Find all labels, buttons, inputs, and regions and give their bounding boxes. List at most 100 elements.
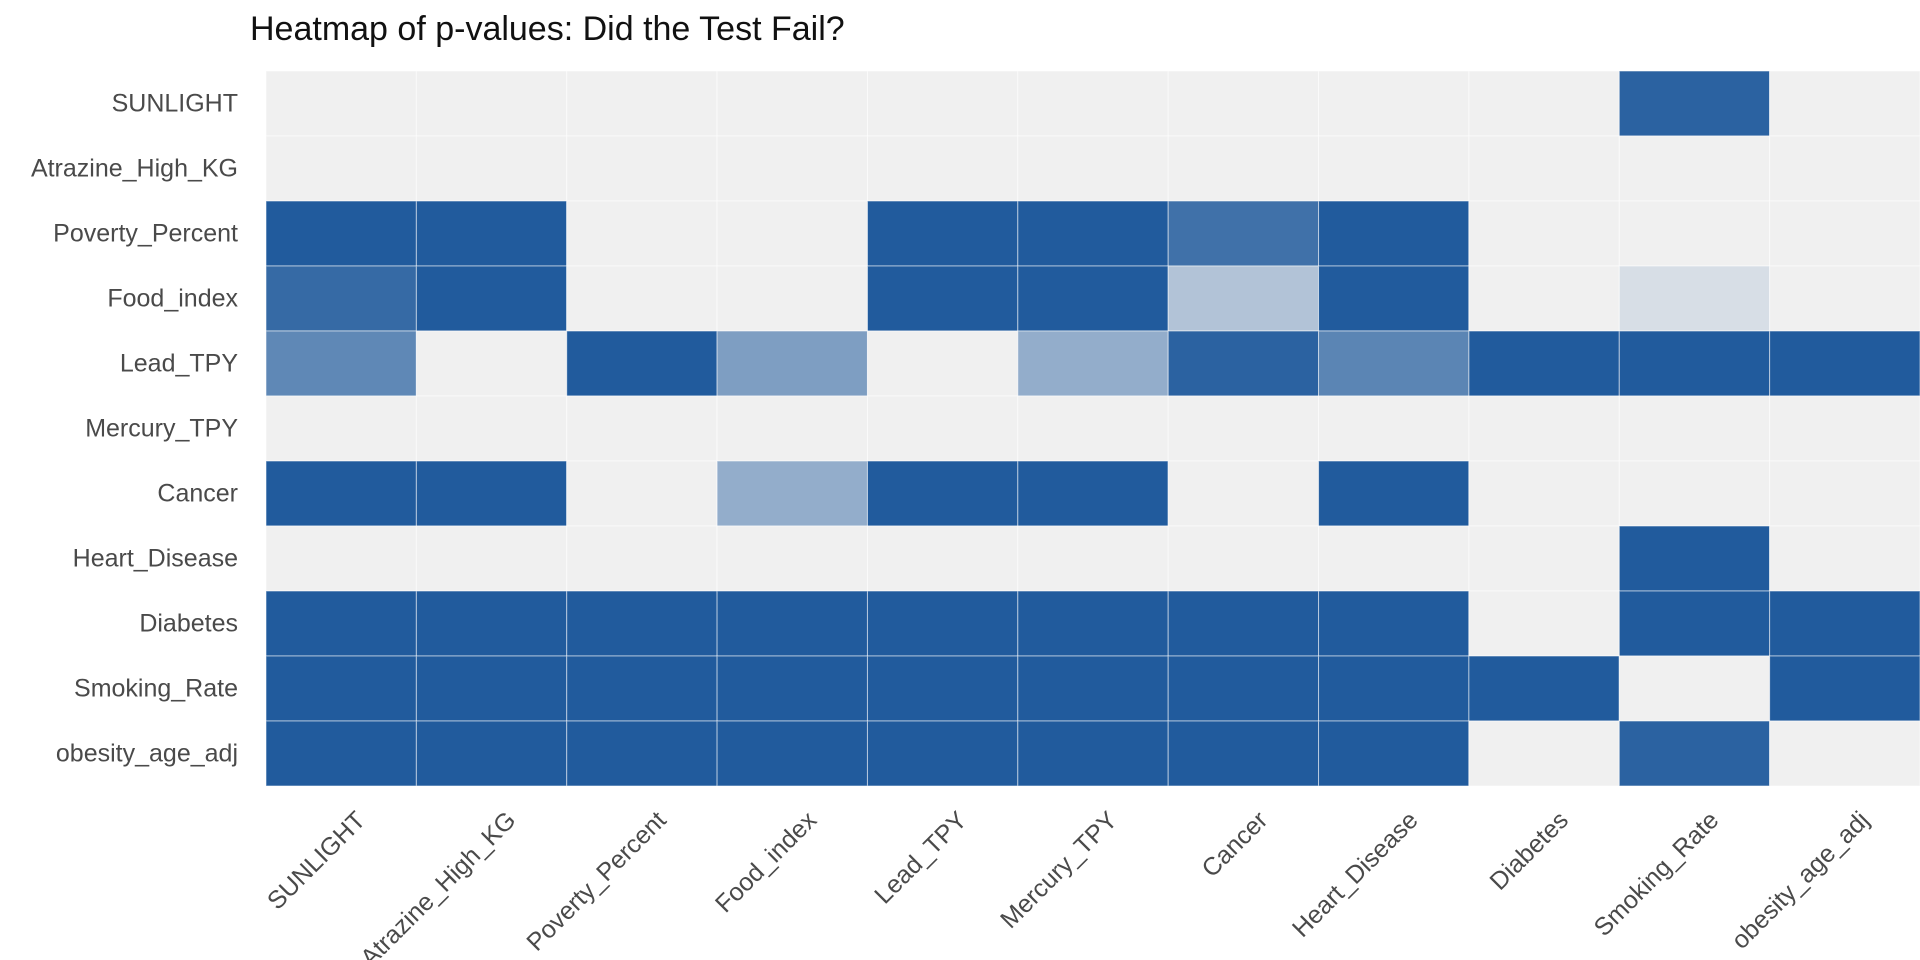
heatmap-cell-mercury-tpy-food-index (716, 395, 868, 462)
heatmap-cell-heart-disease-sunlight (265, 525, 417, 592)
x-tick-label-lead-tpy: Lead_TPY (869, 806, 973, 910)
heatmap-cell-poverty-percent-heart-disease (1318, 200, 1470, 267)
heatmap-cell-heart-disease-diabetes (1468, 525, 1620, 592)
heatmap-cell-smoking-rate-smoking-rate (1618, 655, 1771, 722)
heatmap-cell-smoking-rate-lead-tpy (866, 655, 1019, 722)
y-tick-label-food-index: Food_index (107, 285, 238, 313)
heatmap-cell-diabetes-obesity-age-adj (1769, 590, 1920, 657)
heatmap-cell-lead-tpy-lead-tpy (866, 330, 1019, 397)
heatmap-cell-poverty-percent-sunlight (265, 200, 417, 267)
heatmap-cell-lead-tpy-diabetes (1468, 330, 1620, 397)
y-tick-label-obesity-age-adj: obesity_age_adj (56, 740, 238, 768)
heatmap-cell-diabetes-lead-tpy (866, 590, 1019, 657)
heatmap-cell-poverty-percent-cancer (1167, 200, 1320, 267)
heatmap-cell-heart-disease-lead-tpy (866, 525, 1019, 592)
heatmap-cell-poverty-percent-diabetes (1468, 200, 1620, 267)
heatmap-cell-smoking-rate-mercury-tpy (1017, 655, 1169, 722)
heatmap-cell-sunlight-lead-tpy (866, 70, 1019, 137)
heatmap-cell-food-index-poverty-percent (566, 265, 718, 332)
x-tick-label-heart-disease: Heart_Disease (1287, 806, 1424, 943)
heatmap-cell-cancer-lead-tpy (866, 460, 1019, 527)
y-tick-label-smoking-rate: Smoking_Rate (74, 675, 238, 703)
x-tick-label-food-index: Food_index (710, 806, 823, 919)
heatmap-cell-heart-disease-food-index (716, 525, 868, 592)
heatmap-cell-heart-disease-atrazine-high-kg (415, 525, 568, 592)
heatmap-cell-cancer-heart-disease (1318, 460, 1470, 527)
x-tick-label-cancer: Cancer (1196, 806, 1273, 883)
heatmap-cell-sunlight-cancer (1167, 70, 1320, 137)
heatmap-cell-cancer-mercury-tpy (1017, 460, 1169, 527)
heatmap-cell-sunlight-mercury-tpy (1017, 70, 1169, 137)
heatmap-cell-cancer-atrazine-high-kg (415, 460, 568, 527)
heatmap-cell-heart-disease-cancer (1167, 525, 1320, 592)
heatmap-cell-sunlight-atrazine-high-kg (415, 70, 568, 137)
y-tick-label-mercury-tpy: Mercury_TPY (85, 415, 238, 443)
heatmap-cell-obesity-age-adj-food-index (716, 720, 868, 787)
heatmap-cell-lead-tpy-cancer (1167, 330, 1320, 397)
heatmap-cell-diabetes-diabetes (1468, 590, 1620, 657)
heatmap-cell-food-index-atrazine-high-kg (415, 265, 568, 332)
heatmap-cell-diabetes-smoking-rate (1618, 590, 1771, 657)
heatmap-cell-sunlight-smoking-rate (1618, 70, 1771, 137)
heatmap-cell-cancer-poverty-percent (566, 460, 718, 527)
heatmap-cell-food-index-lead-tpy (866, 265, 1019, 332)
heatmap-cell-cancer-sunlight (265, 460, 417, 527)
heatmap-cell-heart-disease-smoking-rate (1618, 525, 1771, 592)
heatmap-cell-obesity-age-adj-diabetes (1468, 720, 1620, 787)
heatmap-cell-lead-tpy-sunlight (265, 330, 417, 397)
heatmap-cell-atrazine-high-kg-lead-tpy (866, 135, 1019, 202)
heatmap-cell-mercury-tpy-sunlight (265, 395, 417, 462)
heatmap-cell-poverty-percent-atrazine-high-kg (415, 200, 568, 267)
heatmap-cell-obesity-age-adj-lead-tpy (866, 720, 1019, 787)
heatmap-cell-obesity-age-adj-smoking-rate (1618, 720, 1771, 787)
heatmap-cell-atrazine-high-kg-sunlight (265, 135, 417, 202)
heatmap-cell-obesity-age-adj-poverty-percent (566, 720, 718, 787)
heatmap-cell-mercury-tpy-lead-tpy (866, 395, 1019, 462)
heatmap-cell-atrazine-high-kg-poverty-percent (566, 135, 718, 202)
heatmap-cell-sunlight-heart-disease (1318, 70, 1470, 137)
heatmap-cell-diabetes-food-index (716, 590, 868, 657)
heatmap-cell-atrazine-high-kg-diabetes (1468, 135, 1620, 202)
x-tick-label-obesity-age-adj: obesity_age_adj (1726, 806, 1875, 955)
heatmap-cell-food-index-mercury-tpy (1017, 265, 1169, 332)
heatmap-cell-obesity-age-adj-obesity-age-adj (1769, 720, 1920, 787)
heatmap-cell-food-index-food-index (716, 265, 868, 332)
heatmap-cell-poverty-percent-smoking-rate (1618, 200, 1771, 267)
heatmap-cell-mercury-tpy-obesity-age-adj (1769, 395, 1920, 462)
heatmap-cell-sunlight-food-index (716, 70, 868, 137)
heatmap-cell-cancer-obesity-age-adj (1769, 460, 1920, 527)
heatmap-cell-mercury-tpy-smoking-rate (1618, 395, 1771, 462)
heatmap-cell-mercury-tpy-poverty-percent (566, 395, 718, 462)
heatmap-cell-food-index-diabetes (1468, 265, 1620, 332)
heatmap-cell-lead-tpy-mercury-tpy (1017, 330, 1169, 397)
heatmap-cell-poverty-percent-food-index (716, 200, 868, 267)
heatmap-cell-poverty-percent-lead-tpy (866, 200, 1019, 267)
heatmap-cell-lead-tpy-atrazine-high-kg (415, 330, 568, 397)
heatmap-cell-smoking-rate-poverty-percent (566, 655, 718, 722)
x-tick-label-atrazine-high-kg: Atrazine_High_KG (355, 806, 521, 960)
heatmap-cell-lead-tpy-heart-disease (1318, 330, 1470, 397)
heatmap-cell-cancer-food-index (716, 460, 868, 527)
heatmap-cell-mercury-tpy-atrazine-high-kg (415, 395, 568, 462)
y-tick-label-sunlight: SUNLIGHT (112, 90, 238, 118)
heatmap-cell-atrazine-high-kg-atrazine-high-kg (415, 135, 568, 202)
y-tick-label-lead-tpy: Lead_TPY (120, 350, 238, 378)
heatmap-cell-smoking-rate-heart-disease (1318, 655, 1470, 722)
heatmap-cells (265, 70, 1920, 787)
x-tick-label-mercury-tpy: Mercury_TPY (995, 806, 1123, 934)
heatmap-cell-obesity-age-adj-cancer (1167, 720, 1320, 787)
heatmap-cell-diabetes-mercury-tpy (1017, 590, 1169, 657)
heatmap-cell-food-index-cancer (1167, 265, 1320, 332)
heatmap-cell-obesity-age-adj-heart-disease (1318, 720, 1470, 787)
y-tick-label-heart-disease: Heart_Disease (73, 545, 238, 573)
y-axis-labels: SUNLIGHT Atrazine_High_KG Poverty_Percent F… (31, 90, 239, 768)
heatmap-cell-obesity-age-adj-mercury-tpy (1017, 720, 1169, 787)
heatmap-cell-mercury-tpy-mercury-tpy (1017, 395, 1169, 462)
chart-title: Heatmap of p-values: Did the Test Fail? (250, 10, 845, 48)
heatmap-cell-atrazine-high-kg-heart-disease (1318, 135, 1470, 202)
heatmap-cell-smoking-rate-atrazine-high-kg (415, 655, 568, 722)
heatmap-cell-poverty-percent-poverty-percent (566, 200, 718, 267)
heatmap-cell-heart-disease-heart-disease (1318, 525, 1470, 592)
